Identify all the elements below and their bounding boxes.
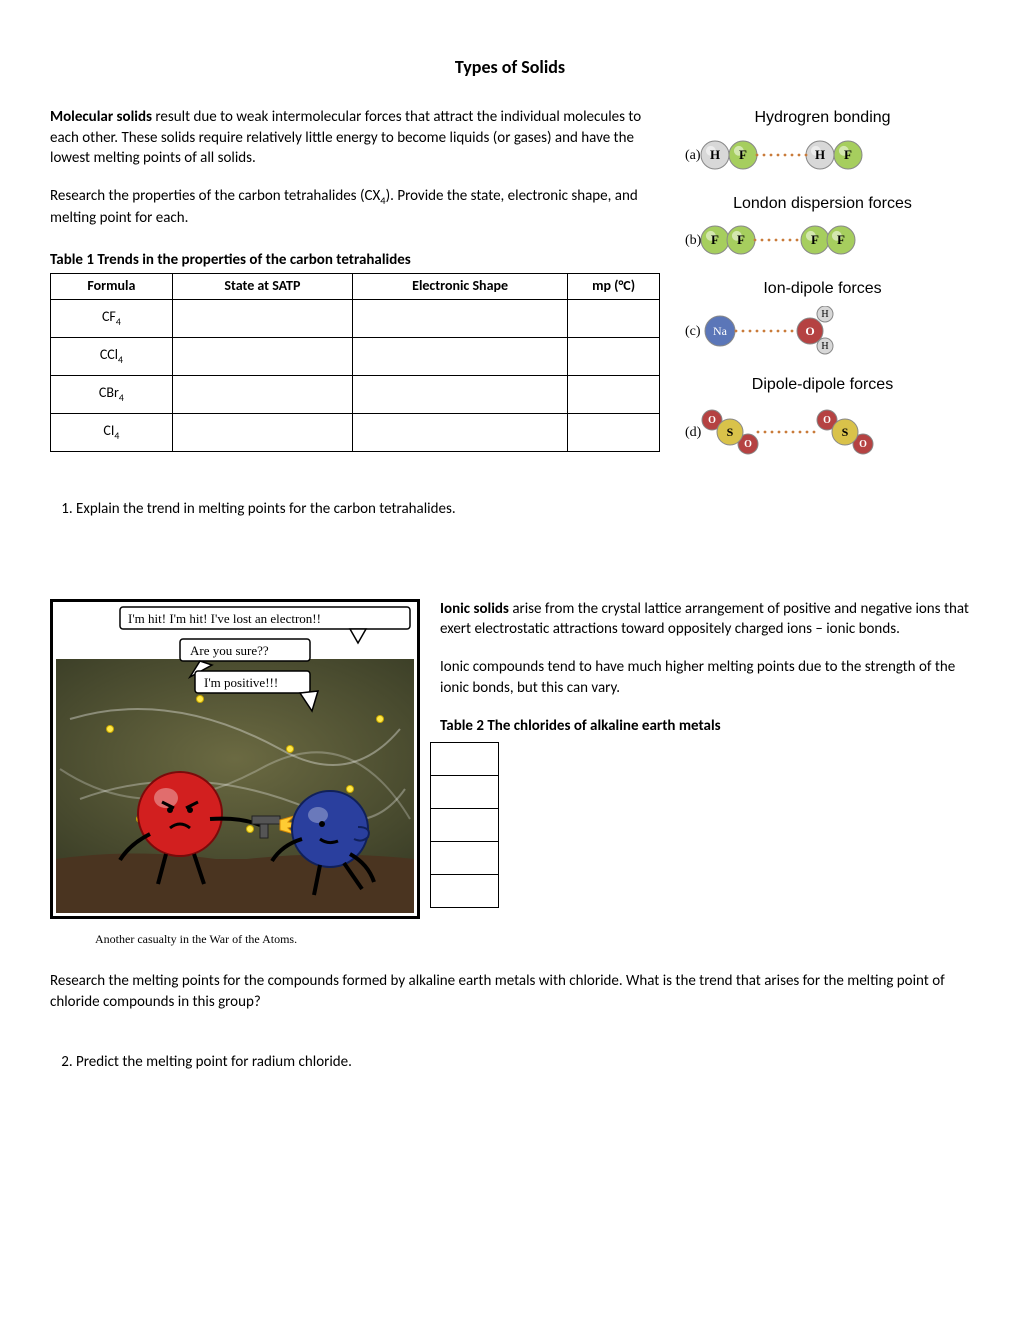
table1-empty-cell (353, 375, 568, 413)
question-research-mp: Research the melting points for the comp… (50, 971, 970, 1012)
table1-header: State at SATP (172, 273, 352, 299)
svg-text:H: H (821, 309, 828, 320)
question-list-2: Predict the melting point for radium chl… (76, 1052, 970, 1072)
table1-empty-cell (172, 337, 352, 375)
molecular-solids-label: Molecular solids (50, 108, 152, 126)
para-molecular-solids: Molecular solids result due to weak inte… (50, 107, 660, 168)
table1-header: Formula (51, 273, 173, 299)
svg-text:O: O (805, 324, 814, 338)
forces-diagram: Hydrogren bonding(a)HFHFLondon dispersio… (680, 107, 965, 474)
table1-empty-cell (568, 413, 660, 451)
cartoon-wrap: I'm hit! I'm hit! I've lost an electron!… (50, 599, 420, 947)
table2 (430, 742, 499, 908)
table2-cell (431, 842, 499, 875)
page-title: Types of Solids (50, 55, 970, 79)
table2-cell (431, 875, 499, 908)
svg-text:F: F (837, 232, 845, 247)
table1-formula-cell: CBr4 (51, 375, 173, 413)
svg-text:O: O (708, 415, 716, 426)
force-title: Hydrogren bonding (680, 107, 965, 129)
table1-header: mp (°C) (568, 273, 660, 299)
svg-text:(c): (c) (685, 324, 701, 339)
svg-text:S: S (727, 425, 734, 439)
svg-text:O: O (823, 415, 831, 426)
table2-cell (431, 776, 499, 809)
svg-text:I'm positive!!!: I'm positive!!! (204, 675, 278, 690)
svg-text:H: H (710, 147, 720, 162)
table1-formula-cell: CF4 (51, 299, 173, 337)
svg-text:H: H (821, 341, 828, 352)
para-research-instruction: Research the properties of the carbon te… (50, 186, 660, 228)
table1-empty-cell (172, 375, 352, 413)
para-ionic-solids: Ionic solids arise from the crystal latt… (440, 599, 970, 640)
table2-title: Table 2 The chlorides of alkaline earth … (440, 716, 970, 736)
svg-text:O: O (859, 439, 867, 450)
cartoon-caption: Another casualty in the War of the Atoms… (95, 931, 420, 947)
svg-text:O: O (744, 439, 752, 450)
table2-cell (431, 809, 499, 842)
table1-empty-cell (172, 299, 352, 337)
svg-text:F: F (737, 232, 745, 247)
svg-text:I'm hit! I'm hit! I've lost a: I'm hit! I'm hit! I've lost an electron!… (128, 611, 321, 626)
svg-text:+: + (733, 315, 738, 325)
table1-empty-cell (353, 299, 568, 337)
svg-text:(a): (a) (685, 148, 701, 163)
cartoon-image: I'm hit! I'm hit! I've lost an electron!… (50, 599, 420, 919)
table1-formula-cell: CCl4 (51, 337, 173, 375)
svg-text:F: F (739, 147, 747, 162)
table1-formula-cell: CI4 (51, 413, 173, 451)
svg-text:F: F (811, 232, 819, 247)
table1-empty-cell (568, 375, 660, 413)
svg-text:F: F (844, 147, 852, 162)
svg-text:(d): (d) (685, 425, 702, 440)
table1-header: Electronic Shape (353, 273, 568, 299)
table2-cell (431, 743, 499, 776)
table1-title: Table 1 Trends in the properties of the … (50, 250, 660, 270)
svg-text:Na: Na (713, 324, 728, 338)
para-ionic-mp: Ionic compounds tend to have much higher… (440, 657, 970, 698)
svg-text:F: F (711, 232, 719, 247)
table1-empty-cell (172, 413, 352, 451)
svg-text:S: S (842, 425, 849, 439)
ionic-solids-label: Ionic solids (440, 600, 509, 618)
question-2: Predict the melting point for radium chl… (76, 1052, 970, 1072)
question-list-1: Explain the trend in melting points for … (76, 499, 970, 519)
svg-text:H: H (815, 147, 825, 162)
table1-empty-cell (353, 337, 568, 375)
question-1: Explain the trend in melting points for … (76, 499, 970, 519)
svg-text:(b): (b) (685, 233, 702, 248)
table1-empty-cell (353, 413, 568, 451)
table1-empty-cell (568, 337, 660, 375)
table1: FormulaState at SATPElectronic Shapemp (… (50, 273, 660, 452)
table1-empty-cell (568, 299, 660, 337)
svg-text:Are you sure??: Are you sure?? (190, 643, 269, 658)
